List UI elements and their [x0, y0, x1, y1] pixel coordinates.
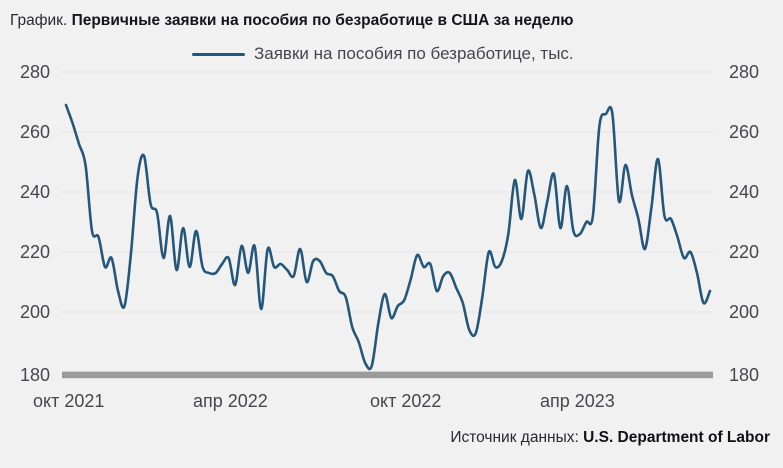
- y-tick-label: 220: [729, 242, 760, 262]
- chart-title-prefix: График.: [10, 12, 68, 29]
- y-tick-label: 200: [729, 302, 760, 322]
- y-tick-label: 200: [19, 302, 50, 322]
- legend-line-swatch: [192, 52, 245, 56]
- y-tick-label: 260: [19, 122, 50, 142]
- jobless-claims-line: [64, 103, 712, 371]
- y-tick-label: 240: [19, 182, 50, 202]
- x-tick-label: окт 2022: [370, 391, 442, 411]
- x-tick-label: окт 2021: [33, 391, 105, 411]
- y-tick-label: 240: [729, 182, 760, 202]
- source-note: Источник данных: U.S. Department of Labo…: [450, 429, 770, 447]
- y-tick-label: 220: [19, 242, 50, 262]
- source-name: U.S. Department of Labor: [583, 429, 770, 446]
- source-prefix: Источник данных:: [450, 429, 579, 446]
- y-tick-label: 260: [729, 122, 760, 142]
- chart-title-text: Первичные заявки на пособия по безработи…: [71, 12, 574, 29]
- x-tick-label: апр 2023: [540, 391, 615, 411]
- x-axis-baseline: [62, 371, 713, 379]
- y-tick-label: 280: [729, 62, 760, 82]
- x-tick-label: апр 2022: [193, 391, 268, 411]
- legend-label: Заявки на пособия по безработице, тыс.: [254, 44, 574, 63]
- y-tick-label: 180: [729, 365, 760, 386]
- y-tick-label: 180: [19, 365, 50, 386]
- y-tick-label: 280: [19, 62, 50, 82]
- chart-title: График. Первичные заявки на пособия по б…: [10, 11, 574, 31]
- legend: Заявки на пособия по безработице, тыс.: [192, 44, 574, 64]
